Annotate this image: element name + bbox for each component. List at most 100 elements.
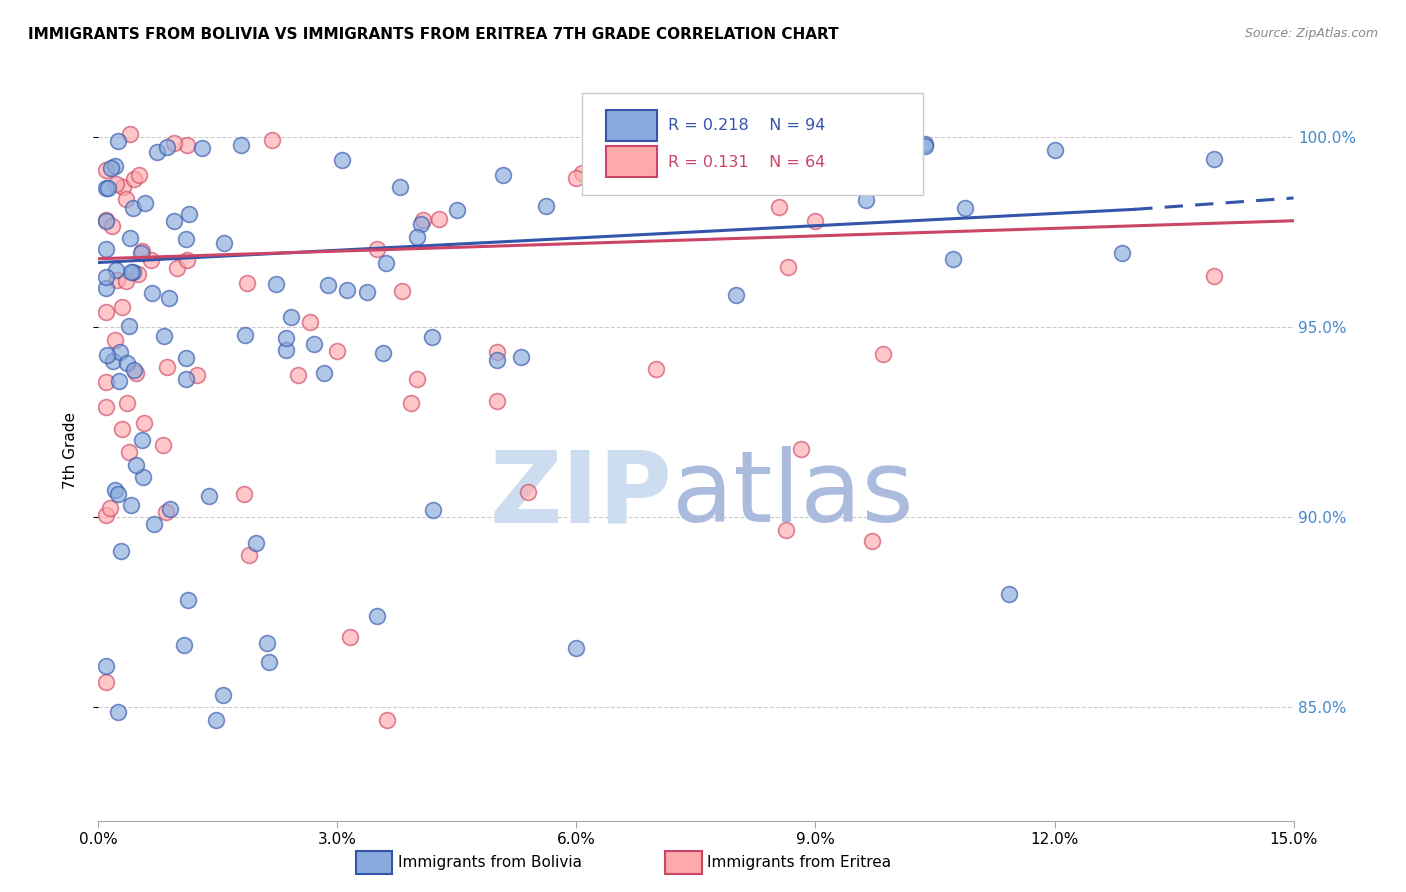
- Point: [446, 203, 468, 218]
- Point: [412, 213, 434, 227]
- Point: [174, 372, 197, 386]
- Point: [96, 376, 118, 390]
- Point: [942, 252, 965, 267]
- Point: [377, 714, 399, 728]
- Text: R = 0.218    N = 94: R = 0.218 N = 94: [668, 118, 825, 133]
- Point: [186, 368, 208, 383]
- Point: [122, 201, 145, 215]
- Point: [125, 458, 148, 473]
- Point: [120, 498, 142, 512]
- Point: [492, 169, 515, 183]
- Text: Source: ZipAtlas.com: Source: ZipAtlas.com: [1244, 27, 1378, 40]
- Point: [122, 172, 145, 186]
- Point: [96, 181, 118, 195]
- Point: [565, 641, 588, 656]
- Point: [174, 351, 197, 365]
- Text: IMMIGRANTS FROM BOLIVIA VS IMMIGRANTS FROM ERITREA 7TH GRADE CORRELATION CHART: IMMIGRANTS FROM BOLIVIA VS IMMIGRANTS FR…: [28, 27, 839, 42]
- Point: [855, 193, 877, 207]
- Point: [108, 374, 131, 388]
- Text: Immigrants from Eritrea: Immigrants from Eritrea: [707, 855, 891, 870]
- Point: [238, 548, 260, 562]
- FancyBboxPatch shape: [606, 146, 657, 178]
- Point: [96, 304, 118, 318]
- Point: [1202, 269, 1225, 284]
- Point: [197, 489, 219, 503]
- Point: [120, 265, 142, 279]
- Point: [117, 396, 139, 410]
- Point: [96, 508, 118, 523]
- Point: [115, 356, 138, 370]
- Point: [122, 363, 145, 377]
- Point: [366, 609, 388, 624]
- Point: [330, 153, 353, 168]
- Point: [101, 354, 124, 368]
- Point: [953, 201, 976, 215]
- Point: [173, 638, 195, 652]
- Point: [212, 688, 235, 702]
- Point: [98, 501, 121, 516]
- Point: [145, 145, 167, 159]
- Y-axis label: 7th Grade: 7th Grade: [63, 412, 77, 489]
- Point: [96, 348, 118, 362]
- Point: [510, 350, 533, 364]
- Point: [884, 161, 907, 176]
- FancyBboxPatch shape: [582, 93, 922, 195]
- Point: [287, 368, 309, 382]
- Point: [366, 242, 388, 256]
- Point: [375, 256, 398, 270]
- Point: [302, 337, 325, 351]
- Point: [142, 516, 165, 531]
- Point: [789, 442, 811, 456]
- Point: [775, 523, 797, 537]
- Point: [141, 252, 163, 267]
- Point: [134, 196, 156, 211]
- Point: [1043, 143, 1066, 157]
- Point: [914, 137, 936, 152]
- Point: [108, 345, 131, 359]
- Point: [235, 327, 257, 342]
- Point: [110, 543, 132, 558]
- Point: [134, 416, 156, 430]
- Point: [131, 244, 153, 258]
- Text: ZIP: ZIP: [489, 446, 672, 543]
- Point: [96, 163, 118, 178]
- Point: [191, 140, 214, 154]
- Point: [205, 713, 228, 727]
- Point: [427, 211, 450, 226]
- Point: [326, 344, 349, 359]
- Point: [768, 200, 790, 214]
- Point: [127, 267, 149, 281]
- Point: [122, 264, 145, 278]
- Point: [778, 260, 800, 274]
- Point: [645, 362, 668, 376]
- Point: [914, 139, 936, 153]
- Point: [129, 245, 152, 260]
- Point: [111, 422, 134, 436]
- Point: [163, 136, 186, 150]
- Point: [96, 400, 118, 414]
- Point: [388, 180, 411, 194]
- Point: [536, 199, 558, 213]
- Point: [565, 170, 588, 185]
- Point: [406, 230, 429, 244]
- Point: [97, 180, 120, 194]
- Point: [155, 505, 177, 519]
- Point: [299, 315, 322, 329]
- Point: [104, 333, 127, 347]
- Point: [406, 372, 429, 386]
- Point: [96, 212, 118, 227]
- Point: [120, 128, 142, 142]
- Point: [163, 214, 186, 228]
- Point: [128, 168, 150, 182]
- Point: [96, 243, 118, 257]
- Point: [96, 269, 118, 284]
- Point: [177, 207, 200, 221]
- Point: [101, 219, 124, 233]
- Point: [156, 140, 179, 154]
- Point: [156, 360, 179, 375]
- Point: [118, 319, 141, 334]
- Point: [96, 659, 118, 673]
- Point: [875, 153, 897, 168]
- Point: [860, 534, 883, 549]
- Point: [107, 705, 129, 719]
